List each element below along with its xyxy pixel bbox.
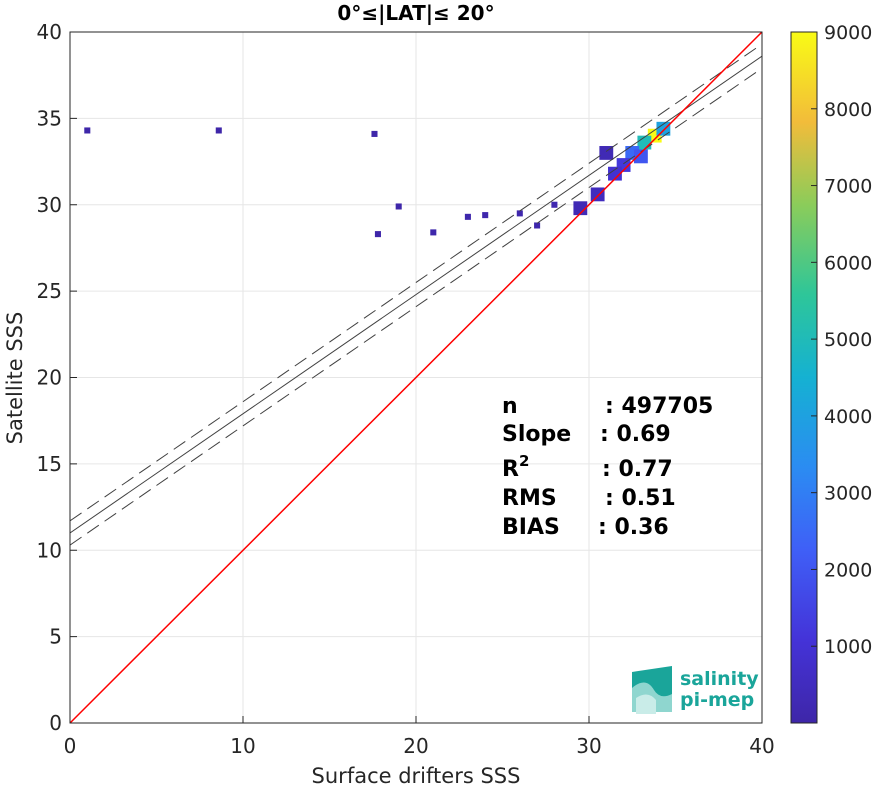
stat-value: : 0.77 [602,457,673,482]
y-tick-label: 35 [37,106,62,130]
density-bin [395,203,402,210]
colorbar-tick-label: 4000 [824,406,872,428]
stat-label: n [502,394,518,419]
stat-value: : 0.51 [605,486,676,511]
y-tick-label: 40 [37,20,62,44]
stat-superscript: 2 [519,452,529,470]
density-bin [573,201,588,216]
y-tick-label: 20 [37,366,62,390]
colorbar-tick-label: 7000 [824,176,872,198]
colorbar-tick-label: 6000 [824,252,872,274]
colorbar-tick-label: 3000 [824,483,872,505]
fit-bound-line [70,43,762,522]
colorbar-tick-label: 9000 [824,22,872,44]
x-tick-label: 30 [576,734,601,758]
colorbar-tick-label: 8000 [824,99,872,121]
one-to-one-line [70,32,762,723]
stat-label: RMS [502,486,557,511]
fit-line [70,55,762,534]
x-axis-label: Surface drifters SSS [312,764,521,786]
stat-value: : 497705 [605,394,713,419]
chart-title: 0°≤|LAT|≤ 20° [337,1,494,25]
density-bin [374,231,381,238]
density-bin [534,222,541,229]
axis-ticks: 0 10 20 30 40 0 5 10 15 20 25 30 35 40 [37,20,775,758]
x-tick-label: 10 [230,734,255,758]
density-bin [371,130,378,137]
density-bin [551,201,558,208]
y-axis-label: Satellite SSS [3,312,27,445]
stat-label: Slope [502,422,571,447]
density-bin [516,210,523,217]
colorbar-tick-label: 2000 [824,559,872,581]
stat-value: : 0.69 [600,422,671,447]
x-tick-label: 40 [749,734,774,758]
logo-line2: pi-mep [680,689,754,711]
density-bin [215,127,222,134]
density-bin [84,127,91,134]
density-bin [464,213,471,220]
logo-line1: salinity [680,668,759,690]
salinity-pi-mep-logo: salinity pi-mep [632,666,759,714]
density-bin [608,166,622,181]
regression-lines [70,32,762,723]
colorbar: 1000 2000 3000 4000 5000 6000 7000 8000 9000 [790,22,872,724]
density-bin [482,212,489,219]
logo-mark-icon [632,666,672,714]
y-tick-label: 30 [37,193,62,217]
stat-label: BIAS [502,515,560,540]
y-tick-label: 0 [49,711,62,735]
density-bin [633,149,648,164]
density-bin [590,187,605,202]
x-tick-label: 0 [64,734,77,758]
stat-value: : 0.36 [598,515,669,540]
density-bin [430,229,437,236]
y-tick-label: 10 [37,538,62,562]
y-tick-label: 5 [49,625,62,649]
colorbar-gradient [790,31,818,724]
colorbar-tick-label: 1000 [824,636,872,658]
y-tick-label: 15 [37,452,62,476]
x-tick-label: 20 [403,734,428,758]
y-tick-label: 25 [37,279,62,303]
colorbar-tick-label: 5000 [824,329,872,351]
density-bin [656,121,671,136]
